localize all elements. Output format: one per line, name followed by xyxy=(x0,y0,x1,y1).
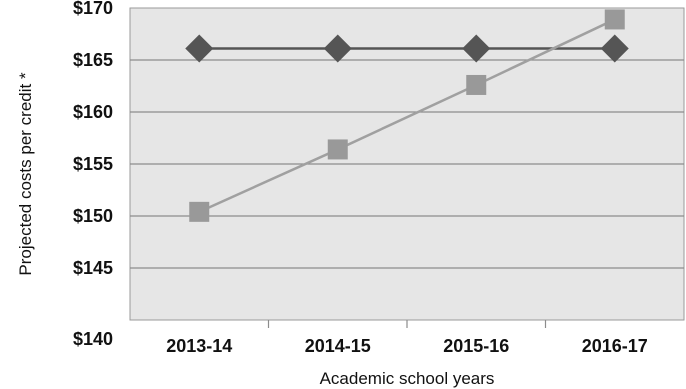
series-2-line xyxy=(198,18,616,213)
y-tick-labels: $170 $165 $160 $155 $150 $145 $140 xyxy=(73,0,113,349)
gridlines xyxy=(130,59,684,269)
series-layer xyxy=(185,9,629,222)
y-tick-label: $140 xyxy=(73,329,113,349)
series-1-diamond-point xyxy=(600,34,629,63)
y-tick-label: $150 xyxy=(73,206,113,226)
series-2-square-point xyxy=(189,201,210,222)
series-1-diamond-point xyxy=(185,34,214,63)
x-tick-labels: 2013-14 2014-15 2015-16 2016-17 xyxy=(166,336,648,356)
y-tick-label: $160 xyxy=(73,102,113,122)
series-2-square-point xyxy=(604,9,625,30)
x-axis-title: Academic school years xyxy=(320,369,495,388)
y-tick-label: $170 xyxy=(73,0,113,18)
series-2-square-point xyxy=(466,74,487,95)
y-tick-label: $155 xyxy=(73,154,113,174)
y-tick-label: $145 xyxy=(73,258,113,278)
x-tick-label: 2016-17 xyxy=(582,336,648,356)
x-tick-label: 2014-15 xyxy=(305,336,371,356)
series-1-diamond-point xyxy=(462,34,491,63)
series-1-diamond-point xyxy=(323,34,352,63)
y-axis-title: Projected costs per credit * xyxy=(16,72,35,276)
x-tick-marks xyxy=(267,320,547,328)
y-tick-label: $165 xyxy=(73,50,113,70)
series-2-square-point xyxy=(327,139,348,160)
x-tick-label: 2013-14 xyxy=(166,336,232,356)
x-tick-label: 2015-16 xyxy=(443,336,509,356)
